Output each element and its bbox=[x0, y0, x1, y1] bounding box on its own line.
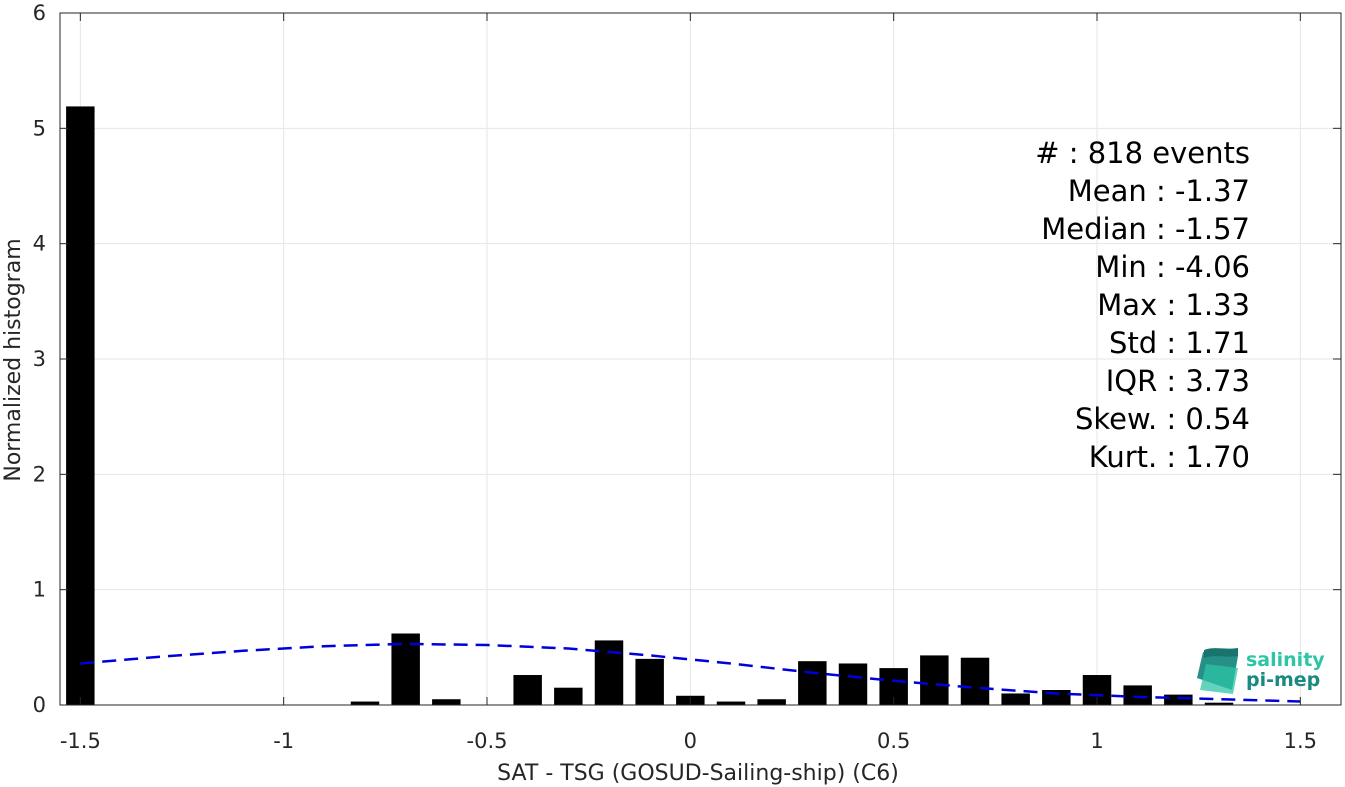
histogram-bar-10 bbox=[757, 699, 786, 705]
histogram-bar-1 bbox=[350, 701, 380, 705]
tick-labels: -1.5 -1 -0.5 0 0.5 1 1.5 0 1 2 3 4 5 6 bbox=[33, 1, 1317, 753]
histogram-bar-14 bbox=[920, 655, 949, 705]
histogram-bar-7 bbox=[635, 658, 664, 705]
histogram-bar-0 bbox=[66, 106, 95, 706]
y-tick-label-5: 5 bbox=[33, 116, 46, 140]
stats-line-4: Max : 1.33 bbox=[1097, 288, 1250, 322]
x-tick-label-1: -1 bbox=[273, 729, 294, 753]
histogram-bar-16 bbox=[1001, 693, 1030, 705]
x-tick-label-3: 0 bbox=[684, 729, 697, 753]
histogram-bar-12 bbox=[838, 663, 868, 705]
stats-line-0: # : 818 events bbox=[1035, 136, 1250, 170]
stats-line-7: Skew. : 0.54 bbox=[1075, 402, 1250, 436]
logo-text-line1: salinity bbox=[1246, 649, 1325, 671]
x-tick-label-5: 1 bbox=[1090, 729, 1103, 753]
fit-curve bbox=[80, 642, 1301, 703]
stats-line-3: Min : -4.06 bbox=[1095, 250, 1250, 284]
x-tick-label-6: 1.5 bbox=[1284, 729, 1317, 753]
histogram-bar-3 bbox=[432, 699, 461, 705]
stats-line-8: Kurt. : 1.70 bbox=[1089, 440, 1250, 474]
y-axis-label: Normalized histogram bbox=[1, 238, 26, 481]
x-tick-label-0: -1.5 bbox=[60, 729, 101, 753]
histogram-bar-4 bbox=[513, 675, 542, 705]
x-tick-label-2: -0.5 bbox=[467, 729, 508, 753]
histogram-bar-15 bbox=[960, 657, 990, 705]
stats-line-2: Median : -1.57 bbox=[1041, 212, 1250, 246]
axes-frame bbox=[59, 12, 1342, 706]
fit-curve-line bbox=[80, 642, 1301, 703]
x-tick-label-4: 0.5 bbox=[877, 729, 910, 753]
y-tick-label-1: 1 bbox=[33, 578, 46, 602]
logo-text-line2: pi-mep bbox=[1246, 669, 1320, 691]
wave-logo-icon bbox=[1197, 648, 1238, 694]
y-tick-label-2: 2 bbox=[33, 462, 46, 486]
histogram-bar-19 bbox=[1123, 685, 1152, 705]
histogram-bar-21 bbox=[1204, 702, 1234, 705]
histogram-bar-9 bbox=[716, 701, 746, 705]
histogram-bars bbox=[66, 106, 1234, 706]
y-tick-label-3: 3 bbox=[33, 347, 46, 371]
salinity-pi-mep-logo: salinity pi-mep bbox=[1197, 648, 1325, 694]
stats-line-5: Std : 1.71 bbox=[1109, 326, 1250, 360]
histogram-bar-5 bbox=[554, 687, 583, 705]
y-tick-label-6: 6 bbox=[33, 1, 46, 25]
stats-line-6: IQR : 3.73 bbox=[1106, 364, 1250, 398]
y-tick-label-0: 0 bbox=[33, 693, 46, 717]
y-tick-label-4: 4 bbox=[33, 232, 46, 256]
statistics-box: # : 818 events Mean : -1.37 Median : -1.57… bbox=[1035, 136, 1250, 474]
histogram-bar-11 bbox=[798, 661, 827, 705]
x-axis-label: SAT - TSG (GOSUD-Sailing-ship) (C6) bbox=[497, 761, 899, 786]
histogram-bar-20 bbox=[1164, 694, 1193, 705]
stats-line-1: Mean : -1.37 bbox=[1068, 174, 1250, 208]
